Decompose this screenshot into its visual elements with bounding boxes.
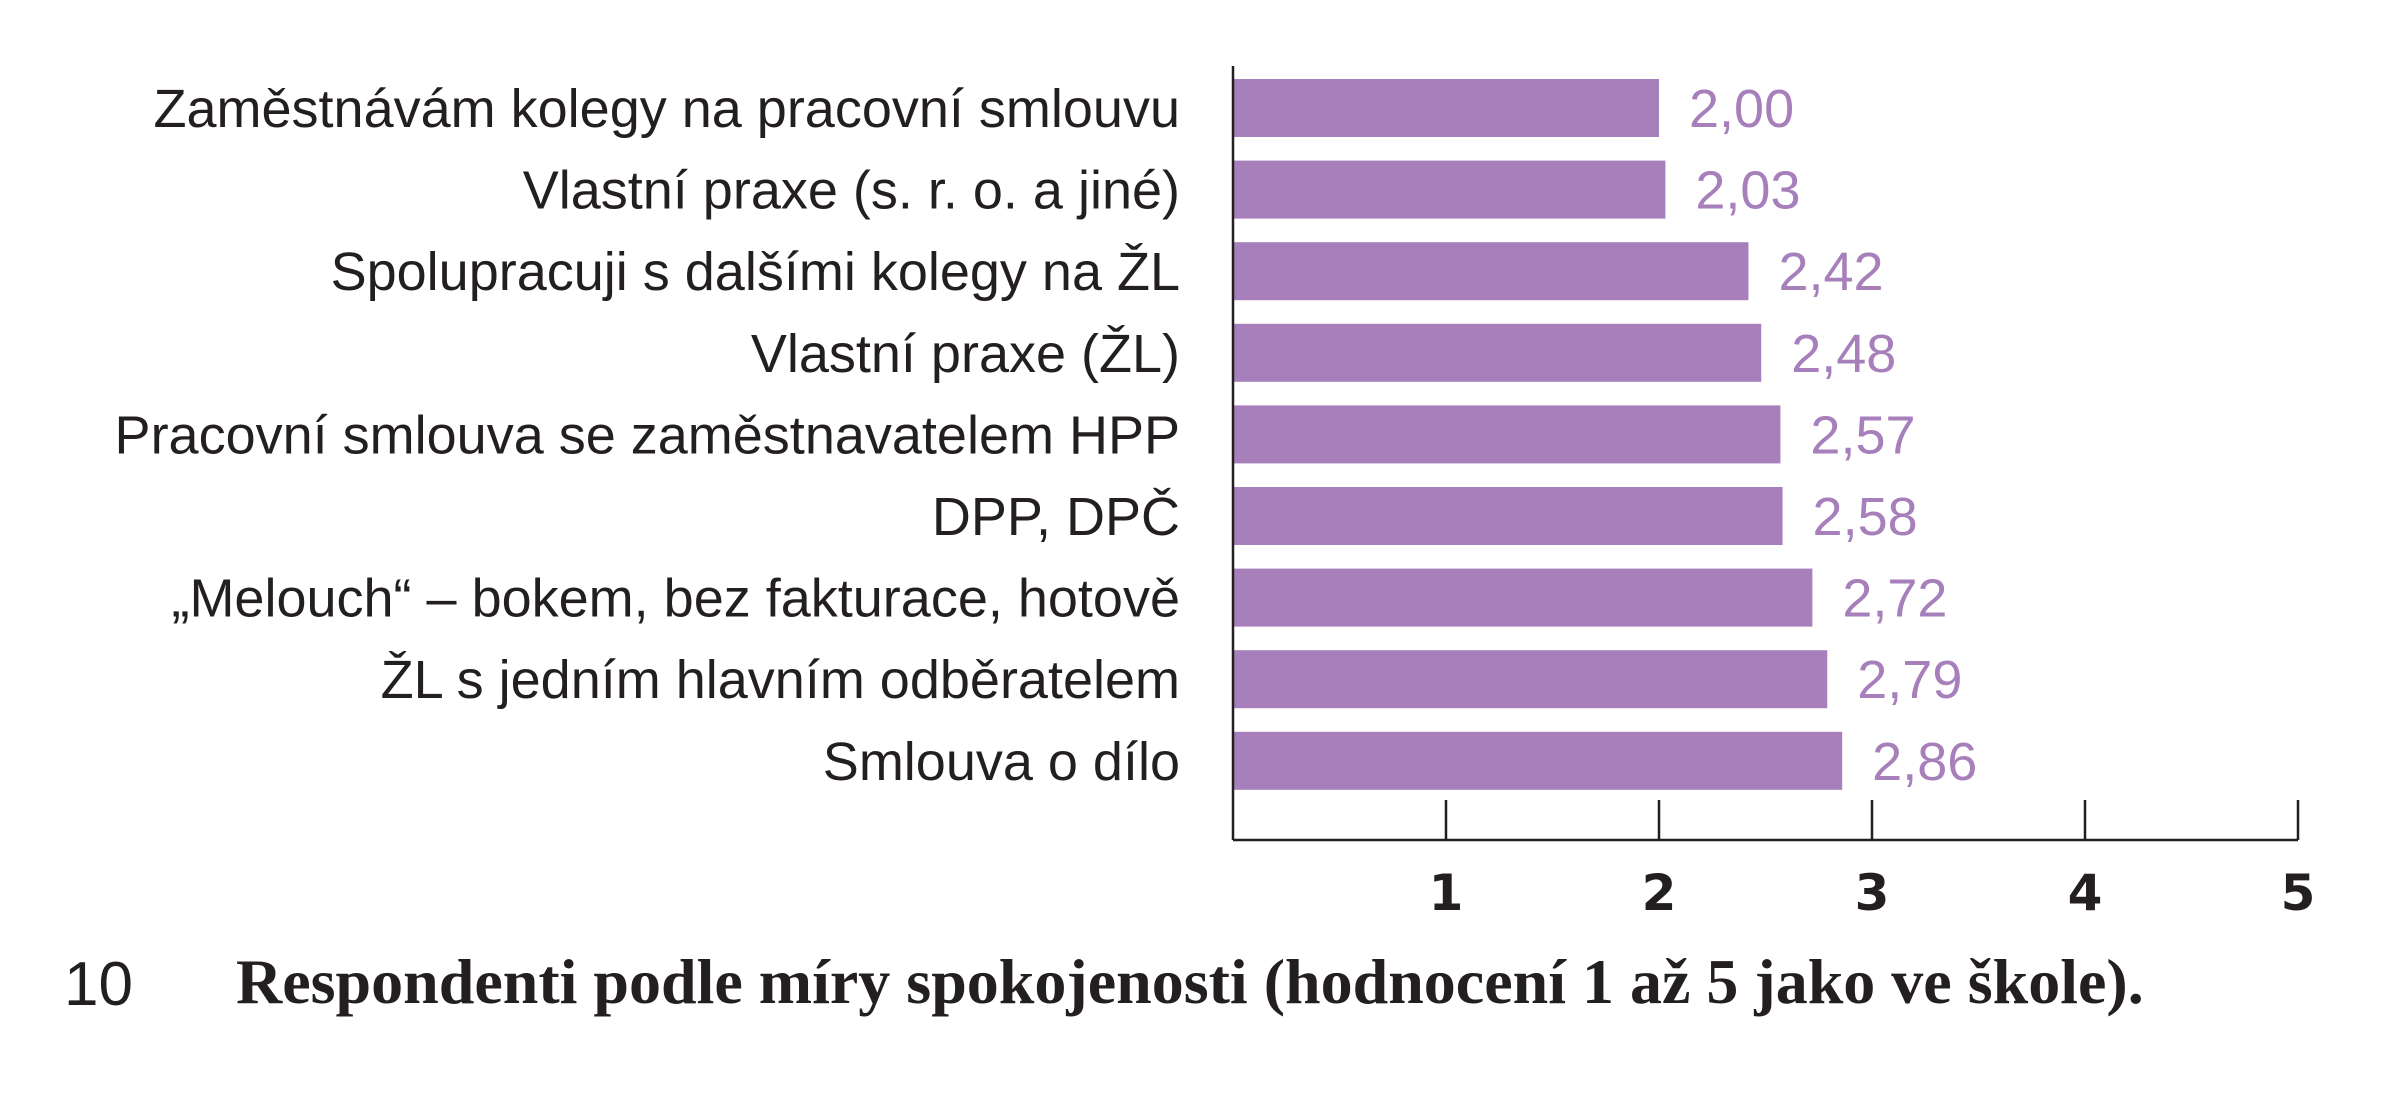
category-label: Zaměstnávám kolegy na pracovní smlouvu xyxy=(154,79,1180,139)
bar xyxy=(1233,650,1828,709)
value-labels: 2,00 2,03 2,42 2,48 2,57 2,58 2,72 2,79 2,86 xyxy=(1689,79,1977,792)
value-label: 2,48 xyxy=(1791,324,1896,384)
category-labels: Zaměstnávám kolegy na pracovní smlouvu Vl… xyxy=(115,79,1180,792)
bar xyxy=(1233,487,1783,545)
bar xyxy=(1233,79,1659,137)
category-label: DPP, DPČ xyxy=(932,487,1180,547)
x-tick-label: 5 xyxy=(2281,864,2316,922)
category-label: Pracovní smlouva se zaměstnavatelem HPP xyxy=(115,405,1180,465)
bar xyxy=(1233,242,1749,301)
value-label: 2,00 xyxy=(1689,79,1794,139)
bar xyxy=(1233,160,1666,219)
category-label: Vlastní praxe (s. r. o. a jiné) xyxy=(523,161,1180,221)
bars xyxy=(1233,79,1843,790)
figure-caption: 10 Respondenti podle míry spokojenosti (… xyxy=(64,945,2364,1035)
value-label: 2,57 xyxy=(1810,405,1915,465)
value-label: 2,58 xyxy=(1813,487,1918,547)
x-axis: 1 2 3 4 5 xyxy=(1231,66,2316,922)
value-label: 2,86 xyxy=(1872,732,1977,792)
x-tick-label: 1 xyxy=(1429,864,1464,922)
x-tick-label: 2 xyxy=(1642,864,1677,922)
figure-title: Respondenti podle míry spokojenosti (hod… xyxy=(236,946,2144,1017)
bar xyxy=(1233,405,1781,464)
value-label: 2,72 xyxy=(1842,569,1947,629)
bar xyxy=(1233,568,1813,627)
bar xyxy=(1233,731,1843,790)
category-label: Spolupracuji s dalšími kolegy na ŽL xyxy=(331,242,1180,302)
figure-number: 10 xyxy=(64,950,133,1019)
category-label: ŽL s jedním hlavním odběratelem xyxy=(381,650,1180,710)
bar-chart: Zaměstnávám kolegy na pracovní smlouvu Vl… xyxy=(115,66,2316,922)
value-label: 2,03 xyxy=(1695,161,1800,221)
category-label: Smlouva o dílo xyxy=(823,732,1180,792)
bar xyxy=(1233,323,1762,382)
value-label: 2,79 xyxy=(1857,650,1962,710)
x-tick-label: 3 xyxy=(1855,864,1890,922)
category-label: Vlastní praxe (ŽL) xyxy=(751,324,1180,384)
x-tick-label: 4 xyxy=(2068,864,2103,922)
value-label: 2,42 xyxy=(1778,242,1883,302)
category-label: „Melouch“ – bokem, bez fakturace, hotově xyxy=(171,569,1180,629)
